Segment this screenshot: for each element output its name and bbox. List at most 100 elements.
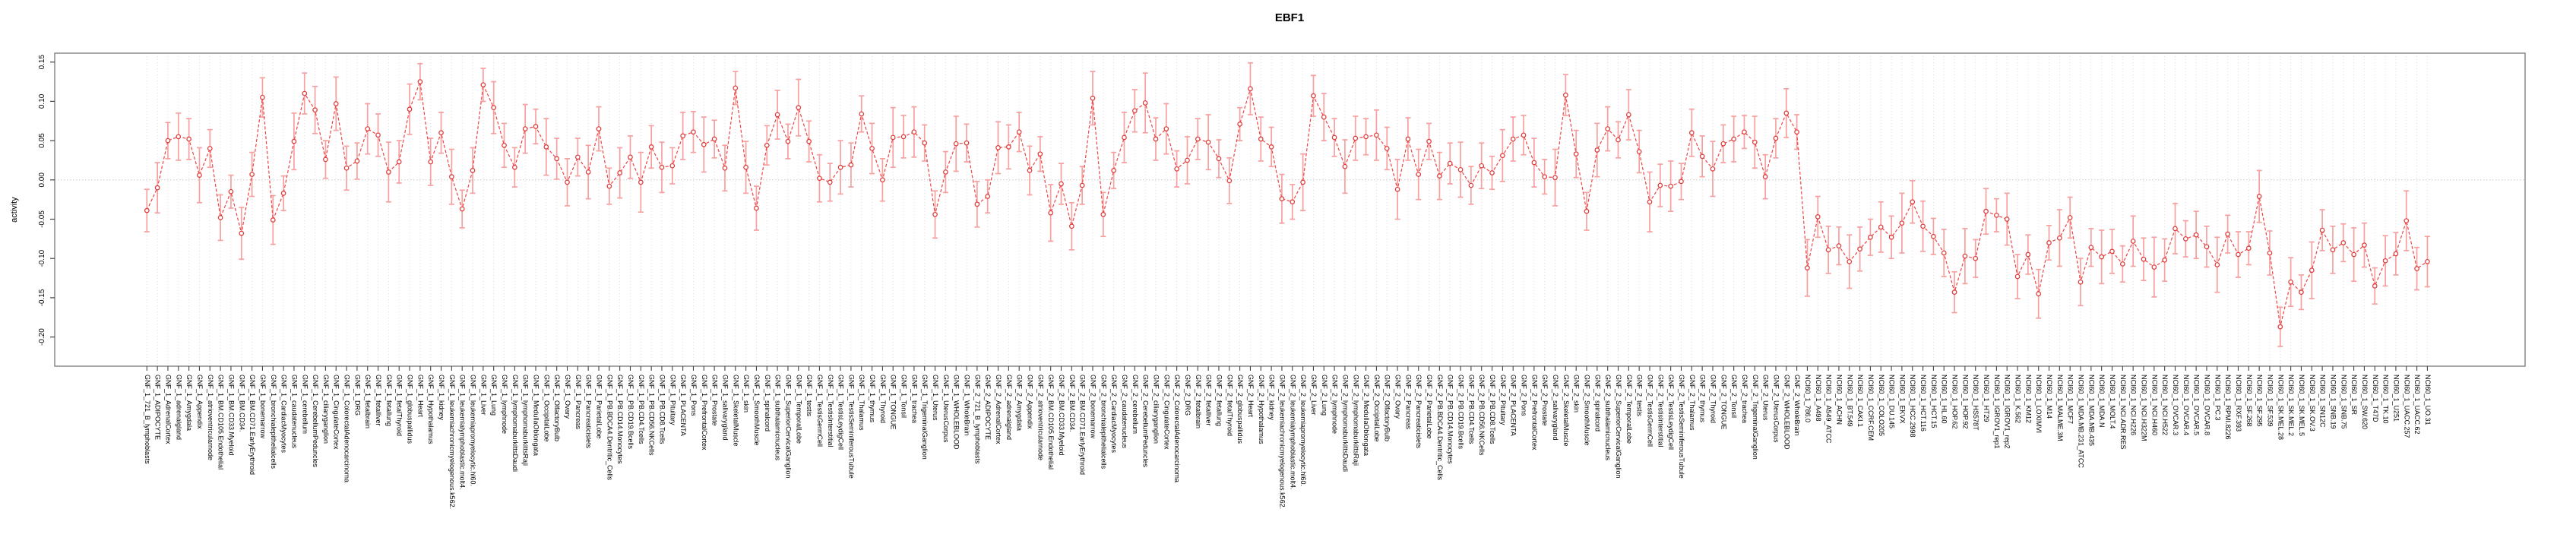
data-point bbox=[1847, 258, 1853, 264]
data-point bbox=[1878, 224, 1884, 230]
data-point bbox=[1584, 208, 1590, 214]
data-point bbox=[1899, 220, 1905, 226]
axis-layer: 0.15 0.10 0.05 0.00 -0.05 -0.10 -0.15 -0.20 GNF_… bbox=[38, 55, 2432, 510]
data-point bbox=[1625, 112, 1631, 118]
sample-label: NCI60_1_ACHN bbox=[1835, 375, 1843, 425]
sample-label: GNF_2_Liver bbox=[1310, 375, 1318, 416]
sample-label: GNF_1_lymphnode bbox=[501, 375, 508, 434]
data-point bbox=[2067, 215, 2073, 220]
series-line bbox=[146, 81, 2428, 327]
sample-label: GNF_2_TestisSeminiferousTubule bbox=[1678, 375, 1685, 479]
data-point bbox=[1416, 172, 1422, 177]
data-point bbox=[817, 175, 822, 182]
y-axis-title: activity bbox=[10, 197, 19, 223]
sample-label: GNF_1_globuspallidus bbox=[407, 375, 414, 444]
sample-label: GNF_2_TemporalLobe bbox=[1625, 375, 1633, 444]
data-point bbox=[890, 134, 896, 141]
sample-label: NCI60_1_EKVX bbox=[1898, 375, 1906, 424]
data-point bbox=[1794, 129, 1799, 135]
data-point bbox=[1163, 126, 1169, 131]
sample-label: GNF_2_Pancreas bbox=[1404, 375, 1412, 430]
sample-label: GNF_2_leukemialymphoblastic.molt4. bbox=[1289, 375, 1296, 490]
data-point bbox=[2351, 251, 2356, 258]
data-point bbox=[796, 105, 802, 111]
data-point bbox=[2393, 251, 2399, 257]
data-point bbox=[1983, 208, 1989, 214]
data-point bbox=[2046, 240, 2052, 245]
data-point bbox=[1321, 114, 1327, 120]
sample-label: GNF_2_fetalliver bbox=[1205, 375, 1213, 426]
data-point bbox=[2309, 267, 2315, 274]
data-point bbox=[837, 164, 843, 170]
sample-label: NCI60_1_T47D bbox=[2372, 375, 2379, 422]
sample-label: GNF_2_Uterus bbox=[1762, 375, 1770, 421]
sample-label: GNF_2_PB.CD8.Tcells bbox=[1489, 375, 1496, 444]
data-point bbox=[386, 169, 391, 175]
y-tick-label: -0.05 bbox=[38, 210, 46, 228]
sample-label: GNF_2_TONGUE bbox=[1720, 375, 1727, 429]
sample-label: NCI60_1_NCI.H460 bbox=[2150, 375, 2158, 435]
sample-label: NCI60_1_RXF.393 bbox=[2235, 375, 2242, 432]
sample-label: GNF_1_PB.CD19.Bcells bbox=[627, 375, 635, 450]
sample-label: GNF_1_OlfactoryBulb bbox=[553, 375, 561, 441]
sample-label: GNF_2_kidney bbox=[1268, 375, 1276, 421]
data-point bbox=[691, 129, 696, 135]
sample-label: GNF_1_TestisSeminiferousTubule bbox=[847, 375, 855, 479]
sample-label: GNF_1_fetalliver bbox=[375, 375, 382, 426]
sample-label: GNF_1_Hypothalamus bbox=[427, 375, 435, 444]
sample-label: NCI60_1_SF.268 bbox=[2245, 375, 2253, 427]
sample-label: GNF_1_testis bbox=[805, 375, 813, 417]
sample-label: GNF_2_adrenalgland bbox=[1005, 375, 1013, 440]
sample-label: GNF_2_WHOLEBLOOD bbox=[1783, 375, 1790, 450]
data-point bbox=[511, 164, 517, 170]
data-point bbox=[1510, 136, 1516, 142]
sample-label: GNF_1_caudatenucleus bbox=[290, 375, 298, 449]
sample-label: GNF_1_bonemarrow bbox=[259, 375, 267, 439]
data-point bbox=[2109, 248, 2115, 255]
sample-label: GNF_1_trachea bbox=[910, 375, 918, 423]
sample-label: NCI60_1_SF.539 bbox=[2266, 375, 2274, 427]
sample-label: GNF_1_Pancreaticislets bbox=[585, 375, 593, 449]
data-point bbox=[491, 105, 497, 111]
sample-label: GNF_2_PrefrontalCortex bbox=[1530, 375, 1538, 451]
sample-label: GNF_1_ParietalLobe bbox=[595, 375, 603, 439]
sample-label: GNF_2_BM.CD33.Myeloid bbox=[1058, 375, 1065, 456]
data-point bbox=[323, 157, 328, 163]
data-point bbox=[1279, 196, 1285, 201]
sample-label: GNF_2_Heart bbox=[1247, 375, 1255, 418]
sample-label: NCI60_1_786.0 bbox=[1804, 375, 1812, 422]
data-point bbox=[1394, 186, 1400, 192]
data-point bbox=[2162, 257, 2168, 263]
data-point bbox=[1059, 181, 1064, 187]
sample-label: GNF_1_Pancreas bbox=[574, 375, 582, 430]
sample-label: GNF_2_Lung bbox=[1321, 375, 1328, 416]
data-point bbox=[1016, 129, 1022, 135]
data-point bbox=[1836, 243, 1842, 249]
sample-label: GNF_2_fetalThyroid bbox=[1226, 375, 1233, 436]
data-point bbox=[1068, 223, 1074, 229]
sample-label: GNF_1_Heart bbox=[416, 375, 424, 418]
sample-label: NCI60_1_MOLT.4 bbox=[2109, 375, 2116, 428]
data-point bbox=[1857, 246, 1862, 252]
data-point bbox=[280, 191, 286, 196]
data-point bbox=[2204, 244, 2210, 250]
data-point bbox=[1710, 166, 1716, 172]
sample-label: GNF_1_subthalamicnucleus bbox=[774, 375, 782, 461]
data-point bbox=[2014, 274, 2021, 280]
sample-label: GNF_1_leukemiapromyelocytic.hl60. bbox=[470, 375, 477, 486]
data-point bbox=[2130, 239, 2136, 244]
sample-label: GNF_2_salivarygland bbox=[1552, 375, 1559, 441]
data-point bbox=[176, 134, 182, 140]
data-point bbox=[438, 130, 444, 136]
data-point bbox=[1688, 130, 1695, 136]
sample-label: GNF_2_BM.CD105.Endothelial bbox=[1047, 375, 1055, 470]
data-point bbox=[1426, 138, 1432, 144]
data-point bbox=[617, 170, 623, 175]
data-point bbox=[2267, 250, 2273, 256]
data-point bbox=[2299, 289, 2304, 296]
data-point bbox=[249, 172, 255, 177]
sample-label: GNF_2_PB.BDCA4.Dentritic_Cells bbox=[1436, 375, 1444, 481]
data-point bbox=[354, 158, 360, 164]
sample-label: GNF_1_TemporalLobe bbox=[795, 375, 802, 444]
data-point bbox=[722, 165, 728, 171]
